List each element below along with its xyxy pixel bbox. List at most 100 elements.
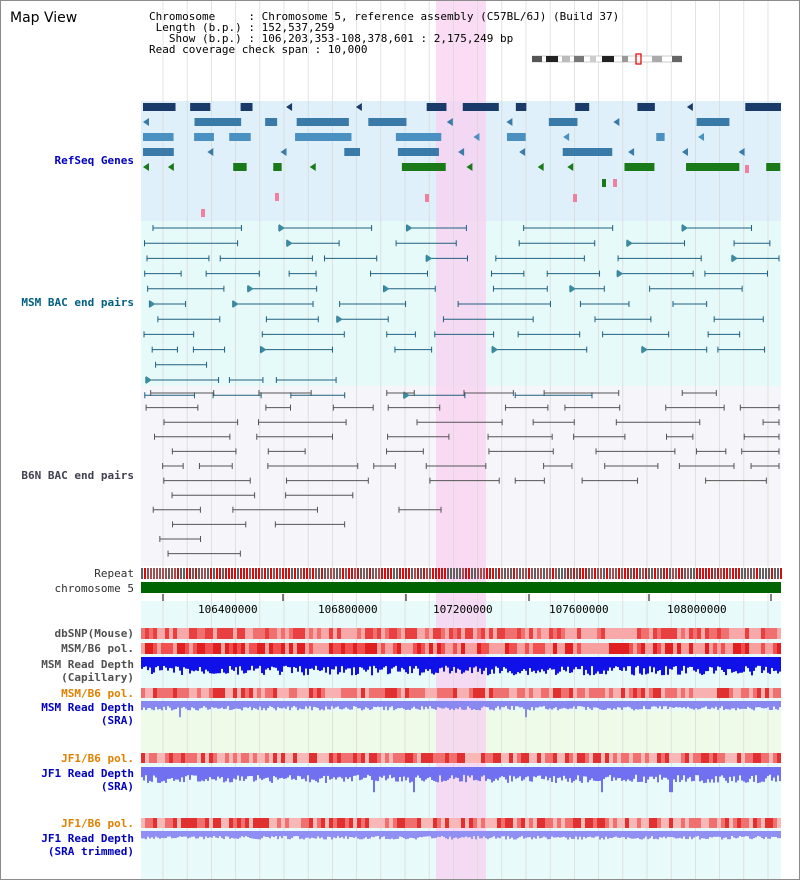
polymorphism-band	[733, 628, 737, 639]
read-depth-bar	[363, 767, 365, 778]
polymorphism-band	[525, 628, 529, 639]
polymorphism-band	[149, 753, 153, 763]
polymorphism-band	[657, 818, 661, 828]
repeat-block	[291, 568, 293, 579]
read-depth-bar	[351, 767, 353, 782]
polymorphism-band	[769, 643, 773, 654]
polymorphism-band	[601, 753, 605, 763]
read-depth-bar	[481, 701, 483, 708]
read-depth-bar	[365, 831, 367, 838]
polymorphism-band	[669, 628, 673, 639]
track-label-chromosome[interactable]: chromosome 5	[54, 582, 134, 595]
read-depth-bar	[547, 657, 549, 670]
msm-bac-pair-end	[324, 255, 378, 262]
msm-bac-pair-end	[144, 240, 239, 247]
track-label-msm-b6-pol-2[interactable]: MSM/B6 pol.	[61, 687, 134, 700]
polymorphism-band	[245, 688, 249, 698]
track-label-jf1-read-depth-sra[interactable]: JF1 Read Depth	[41, 767, 134, 780]
read-depth-bar	[541, 831, 543, 838]
track-label-jf1-read-depth-trimmed[interactable]: JF1 Read Depth	[41, 832, 134, 845]
read-depth-bar	[417, 831, 419, 838]
read-depth-bar	[331, 831, 333, 840]
polymorphism-band	[649, 628, 653, 639]
polymorphism-band	[741, 688, 745, 698]
read-depth-bar	[725, 701, 727, 710]
polymorphism-band	[777, 688, 781, 698]
b6n-bac-pair-end	[666, 433, 694, 440]
read-depth-bar	[187, 701, 189, 711]
repeat-block	[450, 568, 452, 579]
track-label-refseq[interactable]: RefSeq Genes	[54, 154, 134, 167]
track-label-msm-read-depth-capillary[interactable]: MSM Read Depth	[41, 658, 134, 671]
read-depth-bar	[243, 657, 245, 674]
polymorphism-band	[381, 628, 385, 639]
repeat-block	[534, 568, 536, 579]
read-depth-bar	[387, 767, 389, 779]
read-depth-bar	[747, 767, 749, 783]
polymorphism-band	[593, 628, 597, 639]
polymorphism-band	[365, 643, 369, 654]
polymorphism-band	[389, 818, 393, 828]
repeat-block	[360, 568, 362, 579]
polymorphism-band	[333, 818, 337, 828]
polymorphism-band	[537, 818, 541, 828]
msm-bac-pair-end	[394, 346, 433, 353]
polymorphism-band	[377, 688, 381, 698]
read-depth-bar	[705, 657, 707, 672]
read-depth-bar	[539, 701, 541, 707]
read-depth-bar	[151, 657, 153, 674]
track-label-msm-bac[interactable]: MSM BAC end pairs	[21, 296, 134, 309]
read-depth-bar	[233, 831, 235, 839]
track-label-jf1-b6-pol-2[interactable]: JF1/B6 pol.	[61, 817, 134, 830]
read-depth-bar	[237, 767, 239, 776]
repeat-block	[669, 568, 671, 579]
read-depth-bar	[547, 831, 549, 840]
read-depth-bar	[551, 701, 553, 710]
polymorphism-band	[261, 643, 265, 654]
polymorphism-band	[181, 818, 185, 828]
read-depth-bar	[677, 657, 679, 675]
read-depth-bar	[561, 767, 563, 781]
track-label-b6n-bac[interactable]: B6N BAC end pairs	[21, 469, 134, 482]
polymorphism-band	[469, 628, 473, 639]
read-depth-bar	[387, 831, 389, 839]
repeat-block	[576, 568, 578, 579]
polymorphism-band	[577, 818, 581, 828]
track-label-repeat[interactable]: Repeat	[94, 567, 134, 580]
polymorphism-band	[465, 628, 469, 639]
track-label-msm-read-depth-sra[interactable]: MSM Read Depth	[41, 701, 134, 714]
read-depth-bar	[555, 657, 557, 675]
read-depth-bar	[249, 831, 251, 838]
msm-bac-pair-end	[147, 285, 225, 292]
read-depth-bar	[145, 701, 147, 711]
polymorphism-band	[165, 688, 169, 698]
track-label-jf1-b6-pol[interactable]: JF1/B6 pol.	[61, 752, 134, 765]
polymorphism-band	[321, 753, 325, 763]
read-depth-bar	[417, 657, 419, 669]
track-label-msm-b6-pol[interactable]: MSM/B6 pol.	[61, 642, 134, 655]
read-depth-bar	[195, 831, 197, 839]
chromosome-ideogram[interactable]	[532, 53, 682, 65]
read-depth-bar	[283, 701, 285, 708]
polymorphism-band	[569, 628, 573, 639]
refseq-gene-arrow	[686, 103, 693, 111]
polymorphism-band	[461, 628, 465, 639]
read-depth-bar	[673, 657, 675, 667]
read-depth-bar	[275, 701, 277, 711]
polymorphism-band	[209, 628, 213, 639]
read-depth-bar	[143, 767, 145, 781]
repeat-block	[738, 568, 740, 579]
polymorphism-band	[433, 628, 437, 639]
polymorphism-band	[313, 753, 317, 763]
polymorphism-band	[257, 628, 261, 639]
refseq-gene	[624, 163, 655, 171]
polymorphism-band	[365, 818, 369, 828]
b6n-bac-pair-end	[705, 477, 767, 484]
polymorphism-band	[709, 818, 713, 828]
track-label-dbsnp[interactable]: dbSNP(Mouse)	[54, 627, 134, 640]
read-depth-bar	[453, 701, 455, 711]
polymorphism-band	[341, 688, 345, 698]
polymorphism-band	[541, 688, 545, 698]
repeat-block	[165, 568, 167, 579]
